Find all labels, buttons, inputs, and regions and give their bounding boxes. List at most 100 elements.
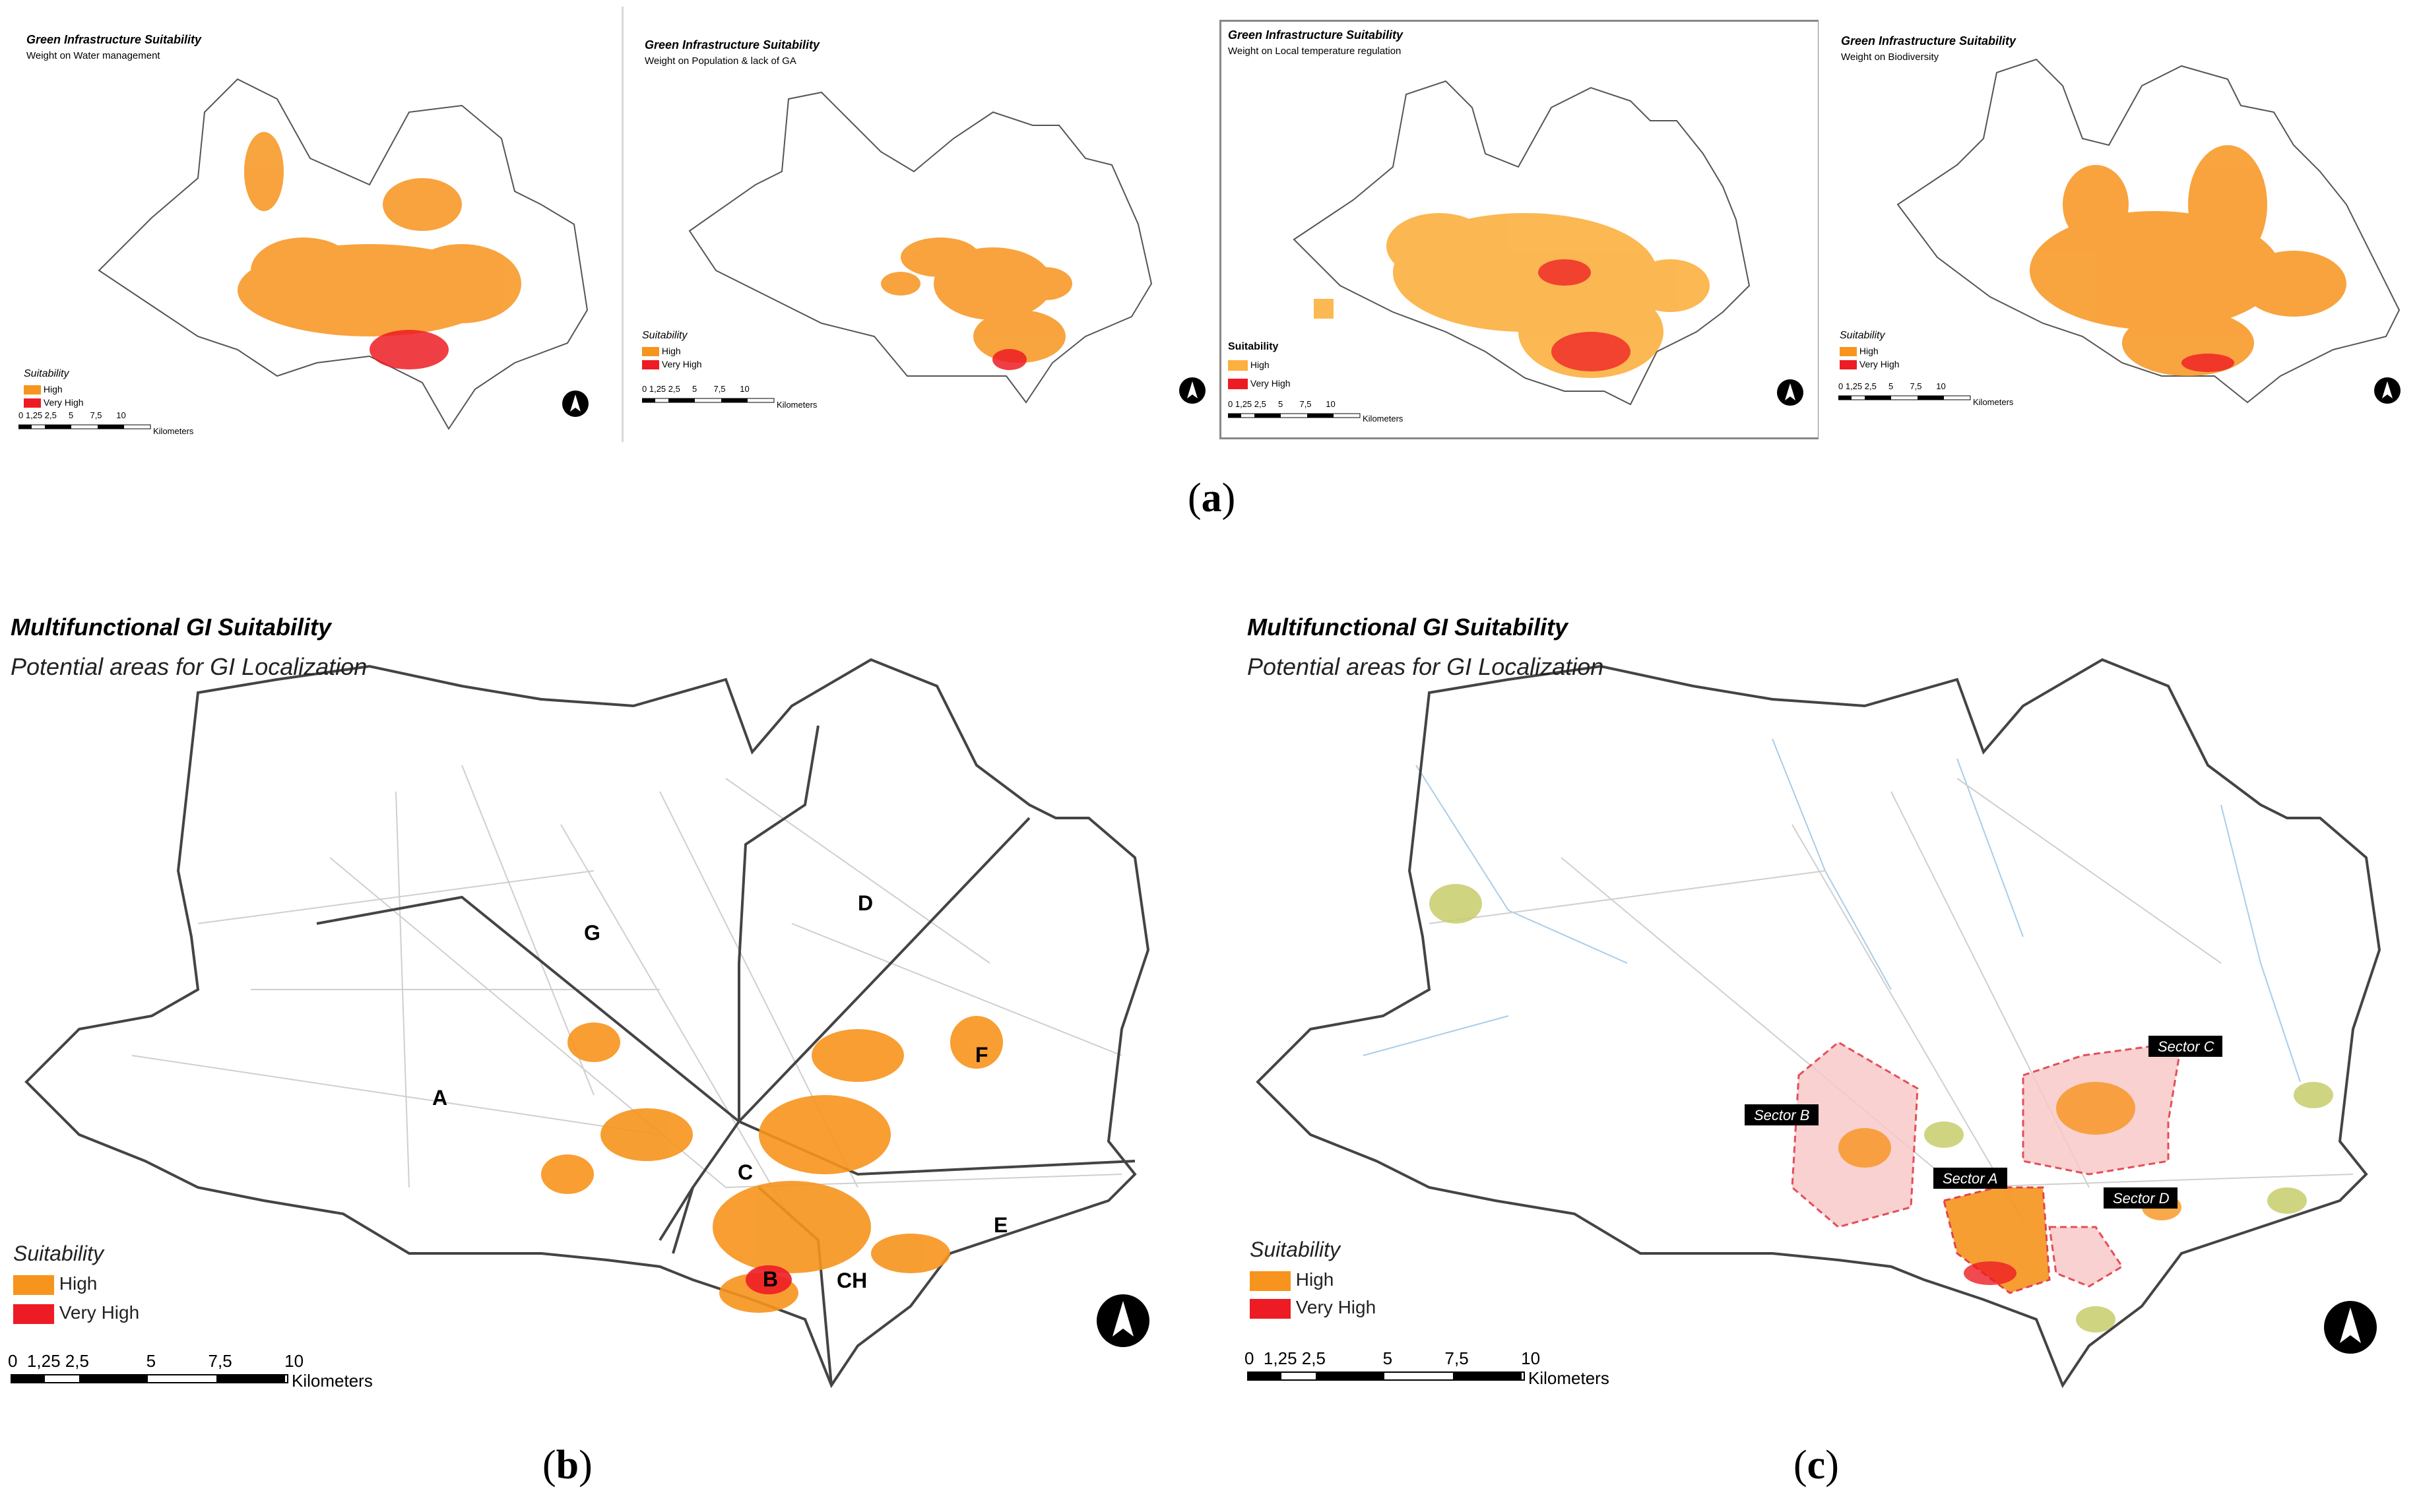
zone-label-e: E [994,1213,1008,1237]
map-subtitle: Weight on Water management [26,50,160,61]
svg-text:Sector C: Sector C [2158,1038,2214,1055]
city-outline [1256,658,2381,1389]
zone-label-ch: CH [837,1269,867,1292]
legend-very-high: Very High [1228,378,1291,390]
map-subtitle: Weight on Biodiversity [1841,51,1939,63]
map-title: Green Infrastructure Suitability [1841,34,2016,47]
legend-high: High [24,384,63,395]
legend-swatch-high [642,347,659,357]
map-outline [1293,80,1751,406]
zone-label-g: G [584,921,600,945]
legend-high: High [13,1273,97,1295]
legend-swatch-high [24,385,41,395]
scale-labels: 0 1,25 2,5 5 7,5 10 [8,1351,304,1371]
legend-title: Suitability [1250,1238,1340,1261]
scale-bar [1228,413,1361,418]
legend-high: High [1250,1269,1334,1291]
scale-bar [11,1374,288,1383]
legend-swatch-very-high [642,360,659,370]
zone-label-b: B [763,1267,778,1291]
map-outline [1896,58,2401,404]
panel-a: Green Infrastructure Suitability Weight … [0,0,2419,449]
map-title: Green Infrastructure Suitability [1228,28,1403,42]
scale-unit: Kilometers [1363,414,1403,424]
legend-swatch-very-high [1250,1298,1291,1319]
legend-swatch-high [1228,360,1248,371]
legend-swatch-very-high [13,1304,54,1324]
legend-high: High [1228,360,1270,371]
map-outline [98,78,589,430]
legend-very-high: Very High [1250,1297,1376,1319]
scale-labels: 0 1,25 2,5 5 7,5 10 [1244,1348,1541,1368]
scale-unit: Kilometers [1973,397,2014,407]
zone-label-d: D [858,891,873,915]
map-subtitle: Weight on Local temperature regulation [1228,46,1402,57]
svg-text:Sector D: Sector D [2113,1190,2170,1207]
legend-very-high: Very High [1840,359,1900,370]
panel-b: A B C CH D E F G Multifunctional GI Suit… [0,594,1188,1405]
zone-label-a: A [432,1086,447,1110]
north-arrow-icon [2374,377,2401,404]
north-arrow-icon [562,391,589,417]
sector-tag-c: Sector C [2148,1036,2222,1057]
caption-c: (c) [1793,1443,1839,1488]
scale-bar [18,424,151,429]
scale-labels: 0 1,25 2,5 5 7,5 10 [18,410,126,420]
legend-high: High [642,346,681,357]
legend-very-high: Very High [13,1302,139,1324]
legend-swatch-high [13,1275,54,1295]
city-outline [24,658,1150,1389]
scale-labels: 0 1,25 2,5 5 7,5 10 [1838,381,1946,391]
scale-bar [1247,1371,1525,1381]
map-title: Green Infrastructure Suitability [26,33,202,46]
existing-green-areas [1429,884,2333,1333]
panel-c: Sector A Sector B Sector C Sector D Mult… [1231,594,2419,1405]
sector-d-polygon [2048,1226,2124,1288]
svg-text:Sector B: Sector B [1754,1107,1809,1123]
map-subtitle: Potential areas for GI Localization [1247,653,1604,680]
legend-title: Suitability [642,330,688,341]
sector-tag-b: Sector B [1745,1104,1819,1125]
suitability-very-high-area [1964,1261,2016,1285]
map-title: Multifunctional GI Suitability [11,614,331,641]
legend-swatch-very-high [24,398,41,408]
north-arrow-icon [2324,1301,2377,1354]
legend-very-high: Very High [24,397,84,408]
scale-unit: Kilometers [153,426,194,436]
north-arrow-icon [1777,379,1803,406]
scale-bar [642,398,775,403]
map-subtitle: Potential areas for GI Localization [11,653,368,680]
map-b: A B C CH D E F G [24,658,1150,1389]
legend-swatch-very-high [1840,360,1857,370]
map-outline [688,91,1153,404]
legend-swatch-high [1250,1271,1291,1291]
map-title: Multifunctional GI Suitability [1247,614,1568,641]
legend-title: Suitability [1840,330,1885,341]
caption-a: (a) [1188,476,1236,520]
map-subtitle: Weight on Population & lack of GA [645,55,796,67]
small-map-temperature: Green Infrastructure Suitability Weight … [1219,20,1820,439]
legend-high: High [1840,346,1879,357]
caption-b: (b) [542,1443,593,1488]
legend-title: Suitability [13,1242,104,1265]
suitability-high-areas [541,1016,1003,1313]
legend-swatch-very-high [1228,379,1248,390]
north-arrow-icon [1179,377,1206,404]
map-title: Green Infrastructure Suitability [645,38,820,51]
legend-swatch-high [1840,347,1857,357]
legend-very-high: Very High [642,359,702,370]
small-map-water: Green Infrastructure Suitability Weight … [0,7,624,442]
legend-title: Suitability [1228,341,1279,352]
scale-labels: 0 1,25 2,5 5 7,5 10 [1228,399,1336,409]
north-arrow-icon [1097,1294,1149,1347]
scale-unit: Kilometers [292,1371,373,1391]
small-map-biodiversity: Green Infrastructure Suitability Weight … [1819,7,2419,442]
suitability-very-high-area [746,1265,792,1294]
scale-bar [1838,395,1971,400]
scale-unit: Kilometers [1528,1368,1609,1388]
zone-label-f: F [975,1043,988,1067]
sector-tag-d: Sector D [2104,1187,2177,1209]
legend-title: Suitability [24,368,69,379]
scale-labels: 0 1,25 2,5 5 7,5 10 [642,384,750,394]
street-network [1429,778,2354,1221]
